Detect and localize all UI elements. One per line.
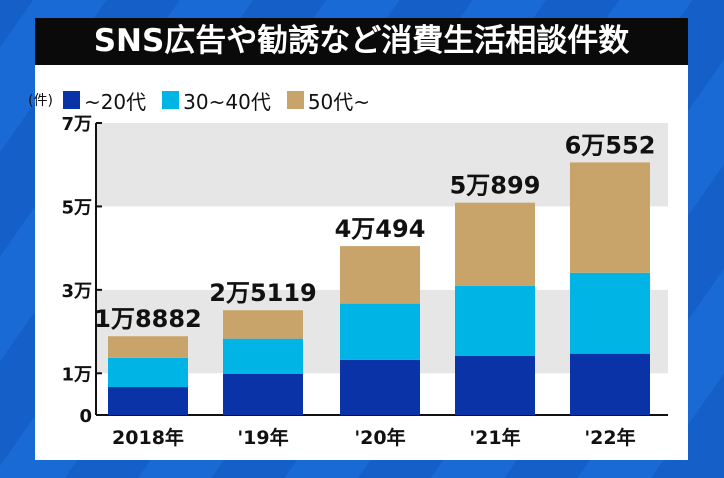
bar-segment: [455, 202, 535, 286]
y-tick-label: 3万: [61, 281, 92, 302]
legend-label: 30~40代: [183, 89, 271, 114]
data-label: 6万552: [565, 131, 656, 159]
legend: (件) ~20代 30~40代 50代~: [28, 86, 386, 115]
bar-segment: [340, 246, 420, 304]
x-tick-label: 2018年: [112, 426, 184, 449]
bar-segment: [570, 162, 650, 273]
bar-segment: [570, 272, 650, 354]
data-label: 1万8882: [94, 305, 202, 333]
data-label: 4万494: [335, 215, 426, 243]
legend-item: ~20代: [62, 86, 147, 115]
y-tick-label: 7万: [61, 114, 92, 135]
bar-segment: [108, 357, 188, 388]
bar-segment: [340, 359, 420, 415]
legend-swatch: [62, 91, 80, 109]
y-tick-label: 0: [79, 406, 92, 427]
legend-label: ~20代: [83, 89, 147, 114]
data-label: 5万899: [450, 172, 541, 200]
bar-segment: [108, 336, 188, 358]
legend-swatch: [286, 91, 304, 109]
x-tick-label: '21年: [469, 426, 520, 449]
bar-segment: [570, 353, 650, 415]
bar-segment: [223, 373, 303, 415]
x-tick-label: '20年: [354, 426, 405, 449]
data-label: 2万5119: [209, 279, 317, 307]
chart-title: SNS広告や勧誘など消費生活相談件数: [35, 18, 688, 65]
bar-segment: [455, 285, 535, 356]
legend-label: 50代~: [307, 89, 371, 114]
legend-item: 30~40代: [162, 86, 271, 115]
unit-label: (件): [28, 93, 53, 109]
bar-segment: [223, 338, 303, 374]
bar-segment: [455, 355, 535, 415]
bar-segment: [223, 310, 303, 339]
bar-segment: [340, 303, 420, 360]
legend-swatch: [162, 91, 180, 109]
x-tick-label: '19年: [237, 426, 288, 449]
y-tick-label: 1万: [61, 364, 92, 385]
legend-item: 50代~: [286, 86, 371, 115]
x-tick-label: '22年: [584, 426, 635, 449]
bar-segment: [108, 387, 188, 415]
y-tick-label: 5万: [61, 197, 92, 218]
